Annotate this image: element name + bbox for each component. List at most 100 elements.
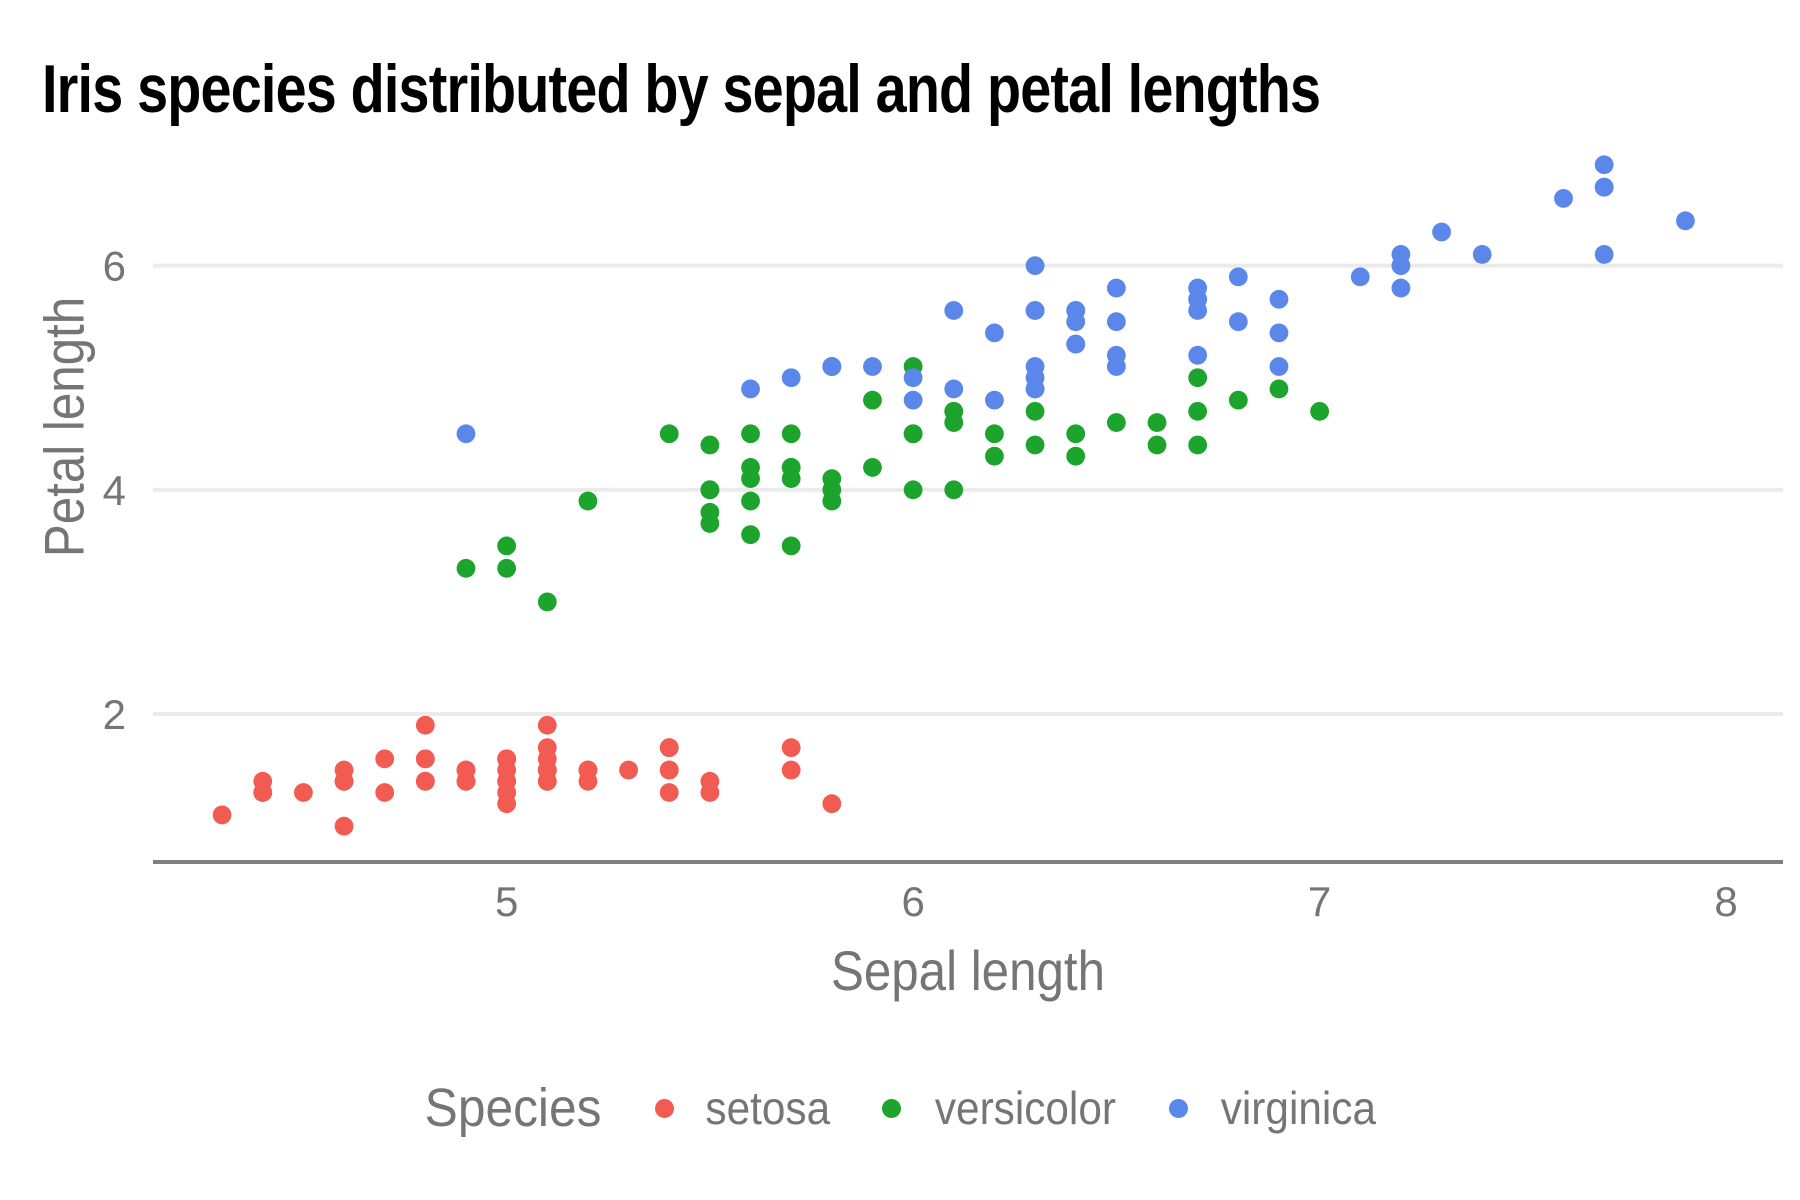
data-point-virginica xyxy=(741,379,760,399)
data-point-virginica xyxy=(1594,177,1614,197)
data-point-versicolor xyxy=(985,424,1004,444)
data-point-virginica xyxy=(822,357,842,376)
data-point-virginica xyxy=(985,323,1004,343)
data-point-setosa xyxy=(212,805,232,825)
data-point-versicolor xyxy=(1025,401,1045,421)
legend-label-setosa: setosa xyxy=(705,1082,831,1134)
virginica-dot-icon xyxy=(1169,1098,1189,1118)
data-point-versicolor xyxy=(741,525,760,545)
data-point-virginica xyxy=(944,379,964,399)
y-tick-label: 2 xyxy=(103,691,126,738)
data-point-versicolor xyxy=(1188,401,1208,421)
data-point-versicolor xyxy=(1269,379,1289,399)
data-point-versicolor xyxy=(1228,390,1248,410)
data-point-setosa xyxy=(578,760,598,780)
data-point-versicolor xyxy=(1147,413,1167,432)
data-point-versicolor xyxy=(1025,435,1045,455)
data-point-virginica xyxy=(1025,368,1045,388)
data-point-virginica xyxy=(1106,345,1126,365)
data-point-setosa xyxy=(781,760,801,780)
data-point-setosa xyxy=(822,794,842,814)
data-point-setosa xyxy=(415,715,435,735)
data-point-versicolor xyxy=(781,469,801,489)
data-point-versicolor xyxy=(1188,435,1208,455)
data-point-virginica xyxy=(1269,357,1289,376)
data-point-setosa xyxy=(700,783,720,802)
legend-item-versicolor: versicolor xyxy=(881,1081,1124,1135)
x-axis-title: Sepal length xyxy=(830,939,1106,1002)
y-tick-label: 4 xyxy=(103,467,126,514)
x-tick-label: 5 xyxy=(495,878,518,925)
data-point-versicolor xyxy=(781,424,801,444)
data-point-setosa xyxy=(659,760,679,780)
data-point-setosa xyxy=(497,771,517,791)
data-point-virginica xyxy=(1188,289,1208,309)
data-point-versicolor xyxy=(822,480,842,500)
data-point-versicolor xyxy=(537,592,557,612)
legend-item-setosa: setosa xyxy=(655,1081,836,1135)
data-point-virginica xyxy=(1106,312,1126,332)
data-point-setosa xyxy=(415,749,435,769)
x-tick-label: 8 xyxy=(1714,878,1737,925)
scatter-plot-canvas: 2 4 6 5 6 7 8 xyxy=(103,155,1783,925)
data-point-virginica xyxy=(1269,289,1289,309)
data-point-setosa xyxy=(659,738,679,758)
data-point-virginica xyxy=(1391,256,1411,276)
data-point-versicolor xyxy=(863,458,882,477)
data-point-virginica xyxy=(1676,211,1695,231)
data-point-virginica xyxy=(1432,222,1451,242)
data-point-setosa xyxy=(619,760,638,780)
data-point-versicolor xyxy=(1066,446,1086,466)
data-point-versicolor xyxy=(1188,368,1208,388)
legend-item-virginica: virginica xyxy=(1169,1081,1383,1135)
data-point-versicolor xyxy=(781,536,801,556)
legend: Species setosa versicolor virginica xyxy=(0,1076,1800,1140)
data-point-setosa xyxy=(375,783,395,802)
data-point-setosa xyxy=(334,771,354,791)
data-point-virginica xyxy=(1594,155,1614,175)
data-point-versicolor xyxy=(1147,435,1167,455)
data-point-virginica xyxy=(903,390,923,410)
setosa-dot-icon xyxy=(655,1098,675,1118)
data-point-setosa xyxy=(375,749,395,769)
data-point-virginica xyxy=(1228,267,1248,287)
data-point-virginica xyxy=(1025,256,1045,276)
x-tick-label: 7 xyxy=(1308,878,1331,925)
data-point-virginica xyxy=(1472,245,1492,264)
data-point-versicolor xyxy=(944,480,964,500)
legend-label-virginica: virginica xyxy=(1221,1082,1377,1134)
data-point-versicolor xyxy=(497,536,517,556)
data-point-versicolor xyxy=(700,514,720,533)
data-point-virginica xyxy=(944,301,964,320)
data-point-versicolor xyxy=(944,413,964,432)
data-point-setosa xyxy=(456,771,476,791)
data-point-versicolor xyxy=(497,558,517,578)
data-point-virginica xyxy=(903,368,923,388)
data-point-virginica xyxy=(1066,334,1086,354)
data-point-setosa xyxy=(537,749,557,769)
x-tick-label: 6 xyxy=(901,878,924,925)
data-point-virginica xyxy=(456,424,476,444)
data-point-versicolor xyxy=(741,424,760,444)
data-point-versicolor xyxy=(741,491,760,511)
data-point-setosa xyxy=(334,816,354,836)
data-point-versicolor xyxy=(659,424,679,444)
legend-title: Species xyxy=(424,1078,602,1138)
data-point-versicolor xyxy=(578,491,598,511)
chart-title: Iris species distributed by sepal and pe… xyxy=(42,51,1321,127)
data-point-virginica xyxy=(1025,301,1045,320)
y-tick-label: 6 xyxy=(103,243,126,290)
data-point-virginica xyxy=(781,368,801,388)
data-point-virginica xyxy=(1350,267,1370,287)
data-point-versicolor xyxy=(1066,424,1086,444)
data-point-virginica xyxy=(1269,323,1289,343)
data-point-virginica xyxy=(1106,278,1126,298)
data-point-versicolor xyxy=(985,446,1004,466)
data-point-virginica xyxy=(1554,188,1573,208)
data-point-versicolor xyxy=(863,390,882,410)
data-point-versicolor xyxy=(700,435,720,455)
data-point-virginica xyxy=(1188,345,1208,365)
data-point-setosa xyxy=(293,783,313,802)
data-point-versicolor xyxy=(903,424,923,444)
